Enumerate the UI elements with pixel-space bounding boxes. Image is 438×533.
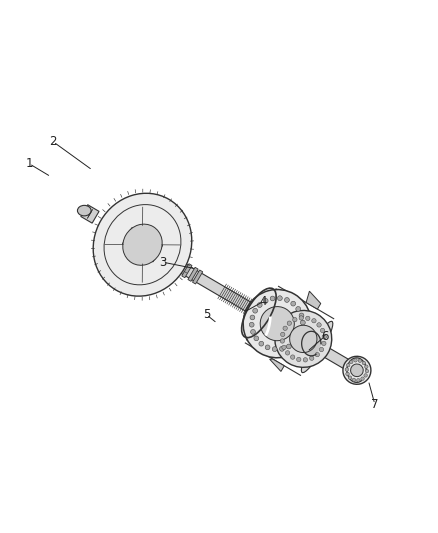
Text: 5: 5 bbox=[202, 308, 209, 321]
Circle shape bbox=[299, 327, 304, 332]
Circle shape bbox=[277, 296, 282, 301]
Text: 3: 3 bbox=[159, 256, 166, 269]
Circle shape bbox=[305, 316, 309, 320]
Polygon shape bbox=[301, 332, 320, 356]
Circle shape bbox=[346, 364, 349, 367]
Circle shape bbox=[290, 301, 295, 306]
Polygon shape bbox=[346, 358, 365, 382]
Circle shape bbox=[321, 341, 325, 345]
Circle shape bbox=[316, 322, 321, 327]
Ellipse shape bbox=[260, 306, 293, 341]
Circle shape bbox=[320, 328, 324, 333]
Circle shape bbox=[250, 315, 254, 320]
Circle shape bbox=[272, 346, 276, 352]
Ellipse shape bbox=[300, 321, 332, 373]
Ellipse shape bbox=[350, 364, 362, 377]
Circle shape bbox=[295, 306, 300, 311]
Polygon shape bbox=[269, 359, 284, 372]
Circle shape bbox=[263, 298, 268, 303]
Circle shape bbox=[249, 322, 254, 327]
Circle shape bbox=[269, 296, 274, 301]
Ellipse shape bbox=[246, 289, 277, 341]
Circle shape bbox=[353, 359, 357, 362]
Text: 7: 7 bbox=[370, 398, 378, 411]
Circle shape bbox=[283, 326, 287, 330]
Polygon shape bbox=[187, 267, 198, 281]
Circle shape bbox=[311, 319, 315, 323]
Circle shape bbox=[351, 378, 355, 382]
Ellipse shape bbox=[123, 224, 162, 265]
Circle shape bbox=[279, 339, 284, 343]
Ellipse shape bbox=[93, 193, 191, 296]
Circle shape bbox=[296, 357, 300, 362]
Circle shape bbox=[298, 313, 303, 318]
Circle shape bbox=[318, 348, 323, 352]
Circle shape bbox=[286, 321, 291, 325]
Text: 2: 2 bbox=[49, 135, 57, 148]
Ellipse shape bbox=[289, 325, 316, 352]
Text: 4: 4 bbox=[259, 295, 266, 308]
Circle shape bbox=[298, 316, 303, 320]
Circle shape bbox=[364, 365, 367, 368]
Circle shape bbox=[303, 358, 307, 362]
Circle shape bbox=[284, 297, 289, 302]
Text: 1: 1 bbox=[25, 157, 33, 170]
Circle shape bbox=[257, 303, 261, 308]
Ellipse shape bbox=[243, 289, 311, 358]
Circle shape bbox=[265, 345, 269, 350]
Polygon shape bbox=[108, 220, 131, 243]
Circle shape bbox=[281, 345, 286, 350]
Circle shape bbox=[290, 355, 294, 359]
Circle shape bbox=[321, 335, 326, 339]
Circle shape bbox=[344, 368, 348, 372]
Ellipse shape bbox=[342, 356, 370, 384]
Circle shape bbox=[361, 361, 365, 365]
Circle shape bbox=[364, 369, 368, 373]
Circle shape bbox=[279, 346, 284, 351]
Circle shape bbox=[345, 372, 349, 376]
Text: 6: 6 bbox=[320, 330, 328, 343]
Circle shape bbox=[347, 376, 351, 379]
Circle shape bbox=[286, 344, 290, 349]
Polygon shape bbox=[109, 222, 359, 375]
Circle shape bbox=[258, 341, 263, 346]
Circle shape bbox=[292, 318, 297, 322]
Circle shape bbox=[292, 340, 297, 345]
Circle shape bbox=[360, 377, 364, 381]
Circle shape bbox=[296, 334, 301, 339]
Circle shape bbox=[285, 351, 289, 355]
Circle shape bbox=[252, 308, 257, 313]
Polygon shape bbox=[305, 291, 320, 309]
Circle shape bbox=[356, 378, 359, 382]
Circle shape bbox=[250, 329, 255, 334]
Circle shape bbox=[309, 356, 313, 360]
Circle shape bbox=[253, 336, 258, 341]
Polygon shape bbox=[181, 264, 191, 278]
Polygon shape bbox=[81, 205, 99, 223]
Polygon shape bbox=[192, 270, 202, 284]
Circle shape bbox=[357, 359, 361, 362]
Circle shape bbox=[280, 332, 284, 336]
Circle shape bbox=[363, 374, 367, 377]
Ellipse shape bbox=[77, 205, 91, 216]
Ellipse shape bbox=[274, 310, 331, 367]
Circle shape bbox=[300, 320, 304, 325]
Polygon shape bbox=[122, 228, 162, 262]
Circle shape bbox=[349, 360, 352, 364]
Circle shape bbox=[314, 352, 319, 357]
